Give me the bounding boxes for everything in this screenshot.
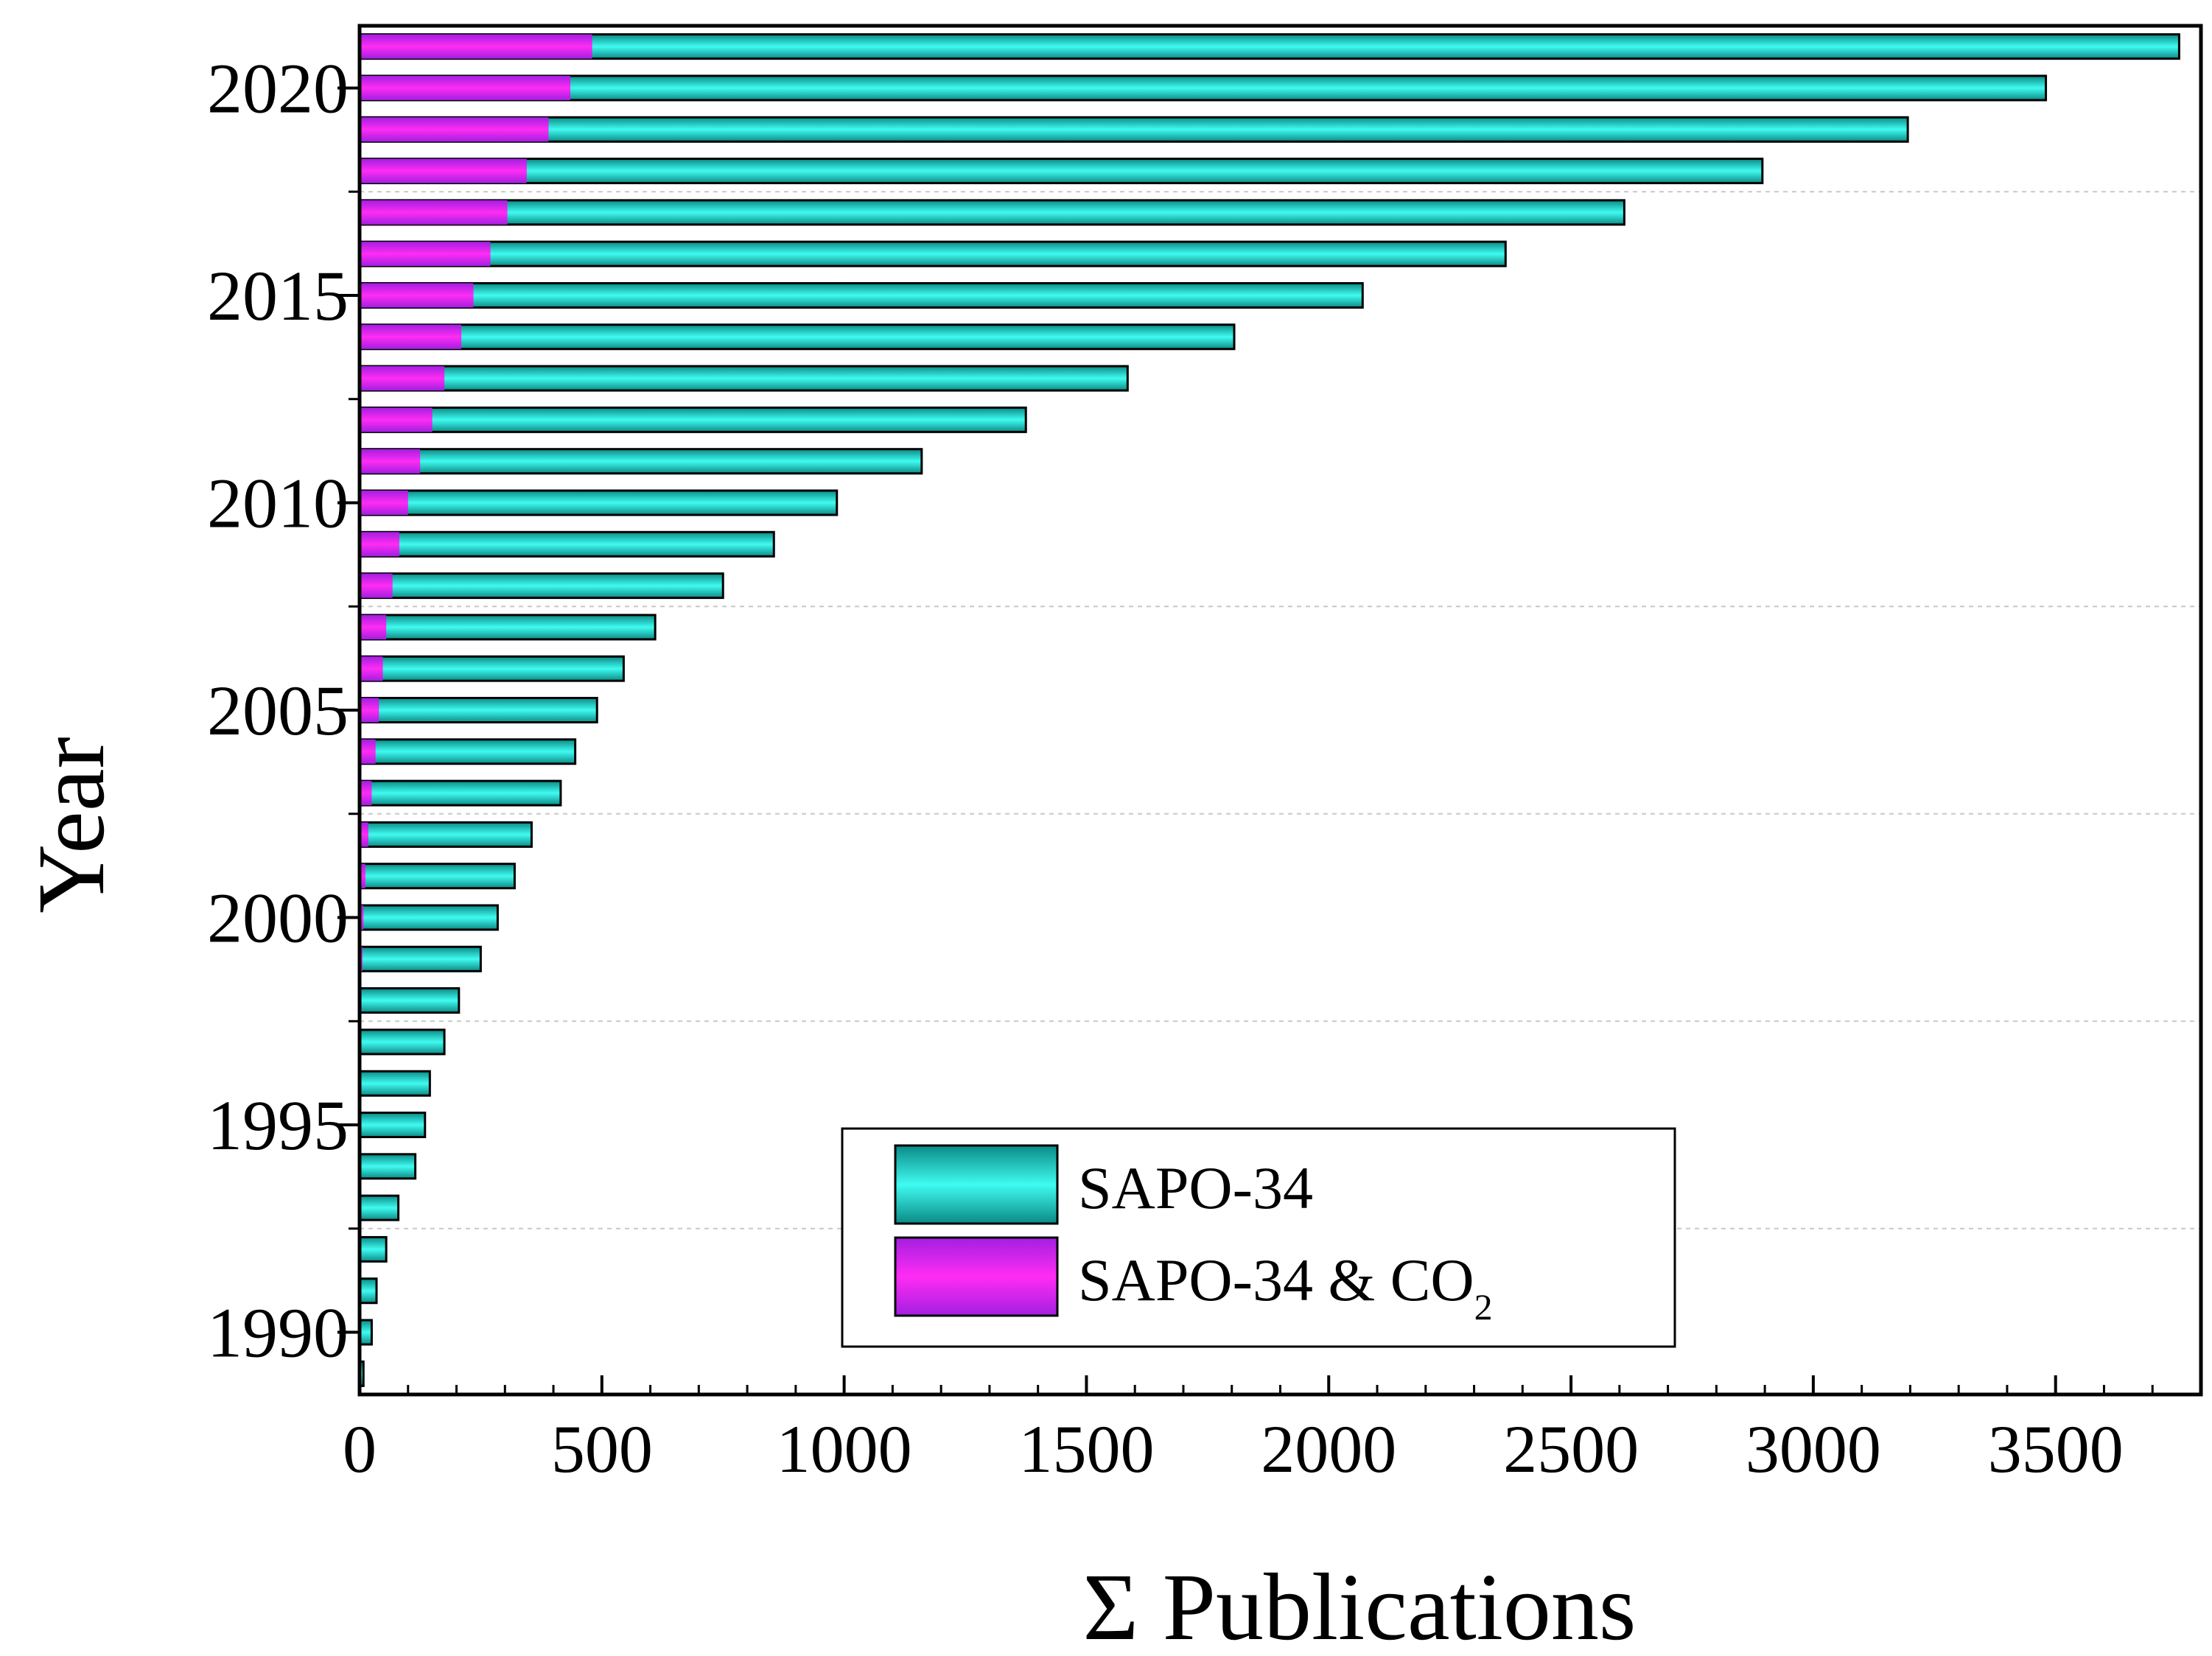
x-tick-label: 2500 (1503, 1411, 1639, 1487)
bar-sapo-34-co2-2000 (360, 905, 364, 930)
bar-sapo-34-co2-2005 (360, 698, 379, 723)
bar-sapo-34-1991 (358, 1277, 378, 1305)
bar-sapo-34-2016 (358, 240, 1507, 267)
bar-sapo-34-2021 (358, 33, 2180, 60)
bar-sapo-34-2006 (358, 655, 625, 682)
bar-sapo-34-2000 (358, 904, 499, 931)
legend-label-sapo-34-co2: SAPO-34 & CO2 (1078, 1246, 1493, 1327)
bar-sapo-34-1995 (358, 1112, 427, 1139)
bar-sapo-34-co2-2011 (360, 449, 421, 474)
bar-sapo-34-2003 (358, 779, 562, 807)
legend-label-sapo-34: SAPO-34 (1078, 1154, 1313, 1221)
bar-sapo-34-1994 (358, 1153, 417, 1180)
bar-sapo-34-co2-2016 (360, 242, 491, 267)
x-tick-label: 500 (551, 1411, 653, 1487)
bar-sapo-34-2018 (358, 158, 1764, 185)
x-tick-label: 3000 (1746, 1411, 1881, 1487)
x-tick-label: 1500 (1018, 1411, 1154, 1487)
legend-swatch-sapo-34 (894, 1144, 1059, 1225)
bar-sapo-34-co2-2010 (360, 490, 408, 515)
bar-sapo-34-1997 (358, 1028, 446, 1056)
legend-label-co2-subscript: 2 (1474, 1286, 1493, 1327)
bar-sapo-34-2014 (358, 323, 1236, 351)
bar-sapo-34-co2-2018 (360, 158, 527, 183)
bar-sapo-34-co2-2013 (360, 366, 445, 391)
bar-sapo-34-co2-2014 (360, 324, 462, 349)
bar-sapo-34-1993 (358, 1194, 400, 1221)
bars (358, 33, 2180, 1387)
legend-swatch-sapo-34-co2 (894, 1236, 1059, 1317)
bar-sapo-34-co2-2007 (360, 614, 387, 639)
y-tick-label: 2000 (207, 879, 349, 958)
legend-label-sapo-34-co2-main: SAPO-34 & CO (1078, 1246, 1474, 1313)
bar-sapo-34-2017 (358, 199, 1625, 226)
bar-sapo-34-co2-2015 (360, 283, 474, 308)
bar-sapo-34-1992 (358, 1235, 388, 1263)
bar-sapo-34-2008 (358, 572, 724, 600)
bar-sapo-34-co2-2003 (360, 781, 372, 806)
bar-sapo-34-2011 (358, 448, 923, 475)
bar-sapo-34-2004 (358, 738, 577, 765)
bar-sapo-34-co2-2021 (360, 34, 592, 59)
bar-sapo-34-2001 (358, 863, 516, 890)
y-tick-label: 2020 (207, 49, 349, 127)
bar-sapo-34-co2-2002 (360, 822, 368, 847)
ticks: 0 500 1000 1500 2000 2500 3000 3500 1990 1995 2000… (207, 49, 2154, 1487)
x-tick-label: 1000 (777, 1411, 912, 1487)
bar-sapo-34-2012 (358, 406, 1027, 433)
bar-sapo-34-2015 (358, 281, 1364, 309)
bar-sapo-34-1999 (358, 945, 482, 972)
bar-sapo-34-co2-2009 (360, 532, 399, 557)
bar-sapo-34-2007 (358, 614, 657, 641)
bar-sapo-34-1996 (358, 1070, 431, 1097)
bar-sapo-34-co2-2020 (360, 75, 571, 100)
bar-sapo-34-2005 (358, 697, 598, 723)
bar-sapo-34-co2-2008 (360, 573, 393, 598)
y-tick-label: 2005 (207, 671, 349, 750)
x-tick-label: 0 (343, 1411, 377, 1487)
x-tick-label: 3500 (1988, 1411, 2124, 1487)
bar-sapo-34-co2-2006 (360, 656, 383, 681)
legend: SAPO-34 SAPO-34 & CO2 (841, 1127, 1676, 1348)
y-tick-label: 1995 (207, 1086, 349, 1165)
bar-sapo-34-2020 (358, 74, 2048, 102)
bar-sapo-34-co2-2019 (360, 117, 549, 142)
y-axis-title: Year (18, 737, 125, 913)
x-axis-title: Σ Publications (1083, 1554, 1637, 1656)
bar-sapo-34-2009 (358, 530, 775, 558)
bar-sapo-34-1998 (358, 987, 461, 1014)
bar-sapo-34-2002 (358, 821, 533, 848)
bar-sapo-34-2010 (358, 489, 839, 516)
y-tick-label: 2015 (207, 256, 349, 335)
x-tick-label: 2000 (1261, 1411, 1396, 1487)
bar-sapo-34-2013 (358, 365, 1129, 392)
bar-sapo-34-co2-2004 (360, 739, 376, 764)
bar-sapo-34-2019 (358, 116, 1909, 143)
bar-sapo-34-co2-2012 (360, 407, 433, 432)
bar-sapo-34-co2-2001 (360, 863, 365, 888)
bar-sapo-34-co2-2017 (360, 200, 508, 225)
y-tick-label: 2010 (207, 463, 349, 542)
y-tick-label: 1990 (207, 1294, 349, 1372)
